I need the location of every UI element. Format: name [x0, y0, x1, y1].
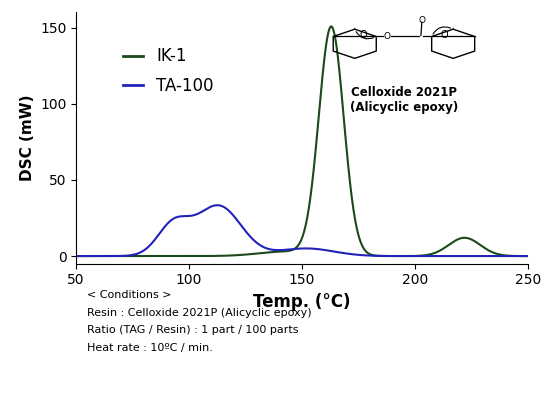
Text: < Conditions >: < Conditions >: [87, 290, 171, 300]
Text: O: O: [418, 16, 425, 25]
X-axis label: Temp. (°C): Temp. (°C): [253, 293, 351, 311]
Text: Heat rate : 10ºC / min.: Heat rate : 10ºC / min.: [87, 343, 213, 353]
Text: O: O: [384, 32, 391, 41]
Text: O: O: [441, 30, 448, 40]
Text: O: O: [360, 30, 367, 40]
Text: Celloxide 2021P
(Alicyclic epoxy): Celloxide 2021P (Alicyclic epoxy): [350, 87, 459, 114]
Y-axis label: DSC (mW): DSC (mW): [20, 95, 34, 181]
Text: Resin : Celloxide 2021P (Alicyclic epoxy): Resin : Celloxide 2021P (Alicyclic epoxy…: [87, 308, 312, 318]
Text: Ratio (TAG / Resin) : 1 part / 100 parts: Ratio (TAG / Resin) : 1 part / 100 parts: [87, 325, 299, 335]
Legend: IK-1, TA-100: IK-1, TA-100: [116, 41, 220, 102]
